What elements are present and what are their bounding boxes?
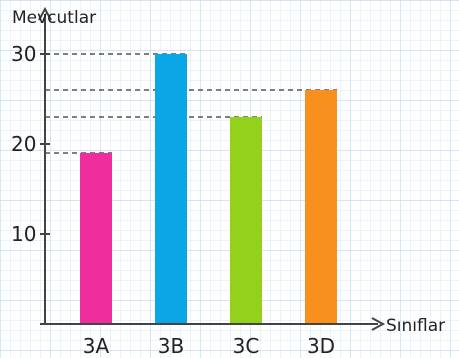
y-axis-ticks: 10 20 30 xyxy=(11,42,50,246)
x-axis-tick-labels: 3A 3B 3C 3D xyxy=(83,334,335,358)
bar-3d xyxy=(305,90,337,324)
bar-3b xyxy=(155,54,187,324)
x-tick-label-3a: 3A xyxy=(83,334,110,358)
bar-3c xyxy=(230,117,262,324)
y-axis-arrow xyxy=(38,6,52,21)
x-axis-title: Sınıflar xyxy=(386,316,445,336)
y-tick-label-30: 30 xyxy=(11,42,36,66)
x-tick-label-3b: 3B xyxy=(158,334,184,358)
x-tick-label-3c: 3C xyxy=(233,334,260,358)
bar-3a xyxy=(80,153,112,324)
y-tick-label-10: 10 xyxy=(11,222,36,246)
bars xyxy=(80,54,337,324)
x-tick-label-3d: 3D xyxy=(307,334,335,358)
axes xyxy=(38,6,386,331)
y-tick-label-20: 20 xyxy=(11,132,36,156)
y-axis-title: Mevcutlar xyxy=(12,8,96,28)
x-axis-arrow xyxy=(371,317,386,331)
